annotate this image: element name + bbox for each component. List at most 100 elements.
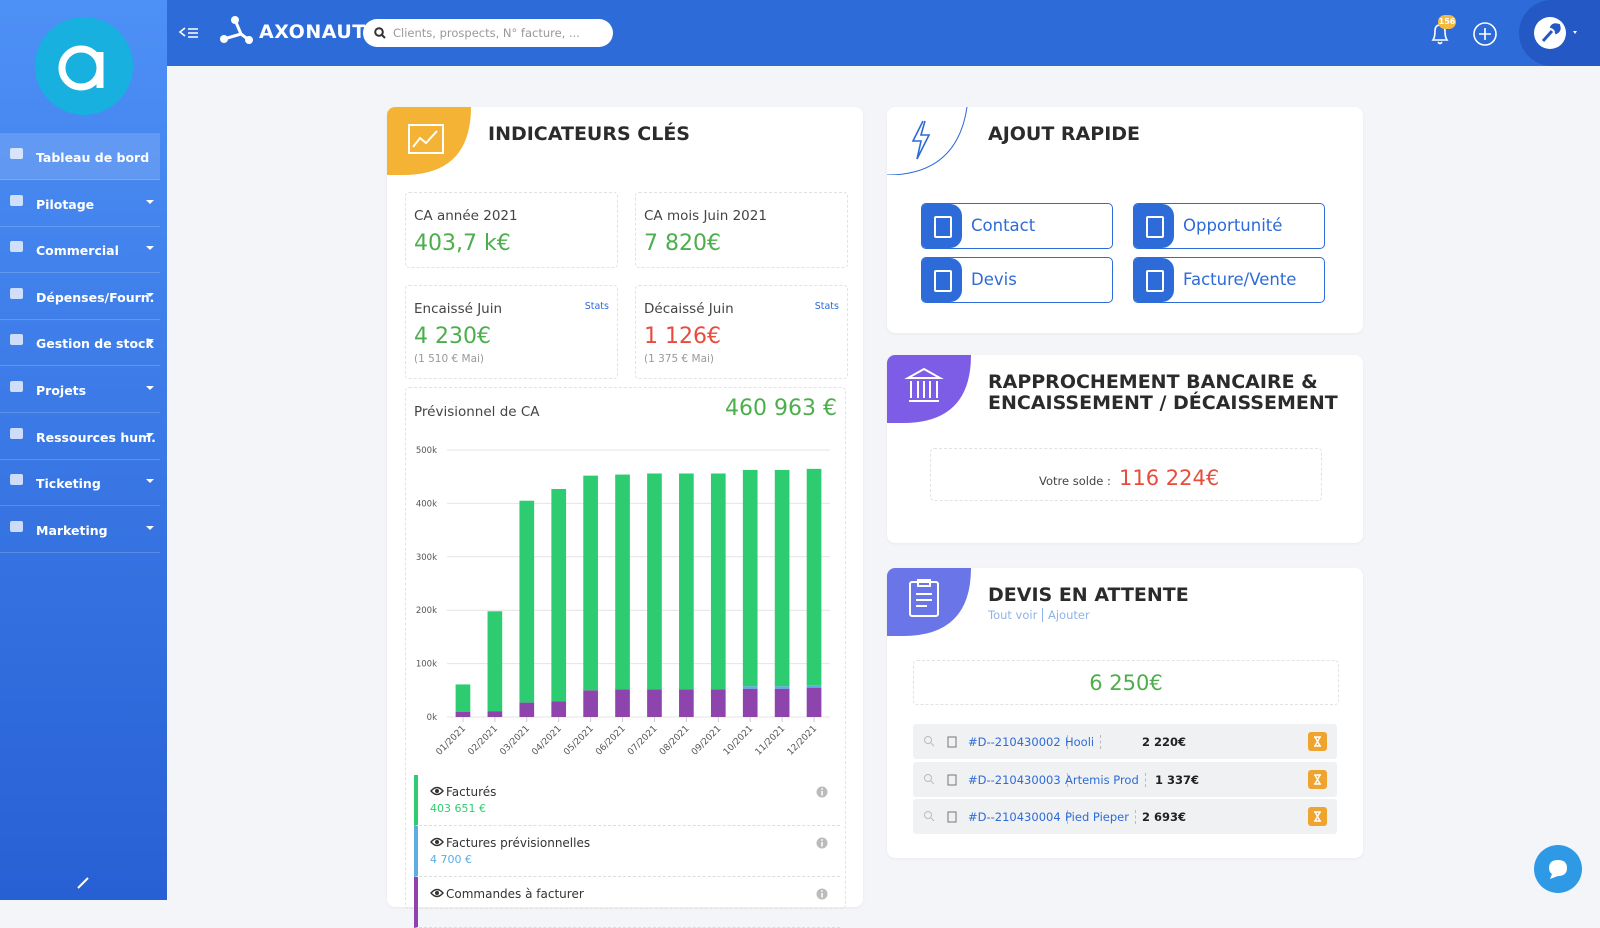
menu-item[interactable]: Tableau de bord bbox=[0, 133, 160, 180]
bar bbox=[615, 474, 630, 690]
caret bbox=[146, 339, 154, 344]
bar bbox=[455, 711, 471, 717]
info-icon[interactable] bbox=[816, 837, 828, 849]
quick-add-button[interactable]: Contact bbox=[921, 203, 1113, 249]
stats-link[interactable]: Stats bbox=[814, 301, 839, 312]
menu-item[interactable]: Dépenses/Fourn. bbox=[0, 273, 160, 320]
bar bbox=[487, 711, 503, 717]
card-title: INDICATEURS CLÉS bbox=[488, 123, 690, 145]
quotes-icon bbox=[887, 568, 971, 636]
indicators-icon bbox=[387, 107, 471, 175]
pending-badge[interactable] bbox=[1308, 769, 1327, 789]
caret bbox=[146, 479, 154, 484]
eye-icon[interactable] bbox=[430, 888, 444, 898]
hourglass-icon bbox=[1314, 736, 1321, 747]
bar bbox=[647, 689, 662, 717]
forecast-label: Prévisionnel de CA bbox=[414, 404, 540, 420]
button-icon bbox=[1134, 258, 1174, 302]
bar bbox=[615, 689, 630, 717]
legend-total: 4 700 € bbox=[430, 853, 472, 866]
info-icon[interactable] bbox=[816, 786, 828, 798]
menu-label: Ressources hum. bbox=[36, 429, 156, 445]
user-menu[interactable] bbox=[1519, 0, 1600, 66]
brand-icon bbox=[220, 16, 253, 44]
bar bbox=[647, 473, 662, 690]
sidebar bbox=[0, 0, 167, 900]
quick-add-button[interactable]: Devis bbox=[921, 257, 1113, 303]
quick-add-button[interactable]: Opportunité bbox=[1133, 203, 1325, 249]
quote-number: #D--210430002 bbox=[968, 735, 1068, 749]
button-icon bbox=[1134, 204, 1174, 248]
stats-link[interactable]: Stats bbox=[584, 301, 609, 312]
card-title: DEVIS EN ATTENTE bbox=[988, 584, 1189, 606]
quote-client: Pied Pieper bbox=[1065, 810, 1136, 824]
quote-client: Hooli bbox=[1065, 735, 1102, 749]
link[interactable]: Tout voir bbox=[988, 608, 1044, 622]
menu-icon bbox=[10, 148, 23, 159]
collapse-icon[interactable] bbox=[179, 26, 199, 40]
chart: 0k 100k 200k 300k 400k 500k 01/202102/202103/2… bbox=[416, 446, 830, 758]
menu-icon bbox=[10, 427, 23, 439]
menu-label: Tableau de bord bbox=[36, 150, 150, 165]
x-tick-label: 05/2021 bbox=[562, 724, 596, 758]
info-icon[interactable] bbox=[816, 888, 828, 900]
quote-row[interactable]: #D--210430004 Pied Pieper 2 693€ bbox=[913, 799, 1337, 834]
y-tick-label: 400k bbox=[416, 499, 437, 509]
row-icons[interactable] bbox=[923, 773, 963, 787]
search-box[interactable]: Clients, prospects, N° facture, ... bbox=[363, 19, 613, 47]
menu-item[interactable]: Ticketing bbox=[0, 459, 160, 507]
menu-item[interactable]: Marketing bbox=[0, 506, 160, 553]
kpi-label: Décaissé Juin bbox=[644, 301, 734, 317]
add-icon[interactable] bbox=[1472, 21, 1498, 47]
bar bbox=[679, 473, 694, 690]
kpi-label: CA année 2021 bbox=[414, 208, 518, 224]
y-tick-label: 300k bbox=[416, 553, 437, 563]
menu-item[interactable]: Gestion de stock bbox=[0, 319, 160, 367]
y-tick-label: 0k bbox=[427, 713, 437, 723]
menu-item[interactable]: Pilotage bbox=[0, 180, 160, 227]
pending-badge[interactable] bbox=[1308, 807, 1327, 826]
quote-amount: 2 693€ bbox=[1142, 810, 1187, 824]
card-title: RAPPROCHEMENT BANCAIRE & ENCAISSEMENT / D… bbox=[988, 372, 1338, 414]
legend-total: 403 651 € bbox=[430, 802, 486, 815]
row-icons[interactable] bbox=[923, 810, 963, 824]
bank-icon bbox=[887, 355, 971, 423]
x-tick-label: 04/2021 bbox=[530, 724, 564, 758]
bar bbox=[583, 690, 598, 717]
bar bbox=[806, 685, 822, 688]
x-tick-label: 02/2021 bbox=[466, 724, 500, 758]
search-icon bbox=[374, 27, 386, 39]
x-tick-label: 12/2021 bbox=[786, 724, 820, 758]
quote-number: #D--210430004 bbox=[968, 810, 1068, 824]
menu-item[interactable]: Commercial bbox=[0, 226, 160, 274]
quote-row[interactable]: #D--210430002 Hooli 2 220€ bbox=[913, 724, 1337, 759]
eye-icon[interactable] bbox=[430, 786, 444, 796]
menu-icon bbox=[10, 474, 23, 486]
button-icon bbox=[922, 204, 962, 248]
eye-icon[interactable] bbox=[430, 837, 444, 847]
kpi-value: 7 820€ bbox=[644, 231, 721, 256]
brush-icon[interactable] bbox=[76, 876, 90, 890]
link[interactable]: Ajouter bbox=[1047, 608, 1090, 622]
chat-button[interactable] bbox=[1534, 845, 1582, 893]
pending-badge[interactable] bbox=[1308, 732, 1327, 751]
bar bbox=[742, 686, 758, 689]
quote-row[interactable]: #D--210430003 Artemis Prod 1 337€ bbox=[913, 761, 1337, 797]
search-placeholder: Clients, prospects, N° facture, ... bbox=[393, 26, 580, 40]
bar bbox=[710, 473, 726, 690]
menu-label: Marketing bbox=[36, 522, 108, 538]
quote-amount: 1 337€ bbox=[1155, 772, 1200, 787]
logo[interactable] bbox=[34, 16, 134, 116]
menu-item[interactable]: Projets bbox=[0, 366, 160, 413]
quick-add-button[interactable]: Facture/Vente bbox=[1133, 257, 1325, 303]
bar bbox=[519, 702, 535, 717]
kpi-label: CA mois Juin 2021 bbox=[644, 208, 767, 224]
row-icons[interactable] bbox=[923, 735, 963, 749]
kpi-card: CA mois Juin 2021 7 820€ bbox=[635, 192, 848, 268]
bar bbox=[551, 701, 567, 717]
caret bbox=[146, 292, 154, 297]
button-label: Facture/Vente bbox=[1183, 270, 1297, 289]
bar bbox=[583, 475, 598, 691]
menu-item[interactable]: Ressources hum. bbox=[0, 413, 160, 460]
